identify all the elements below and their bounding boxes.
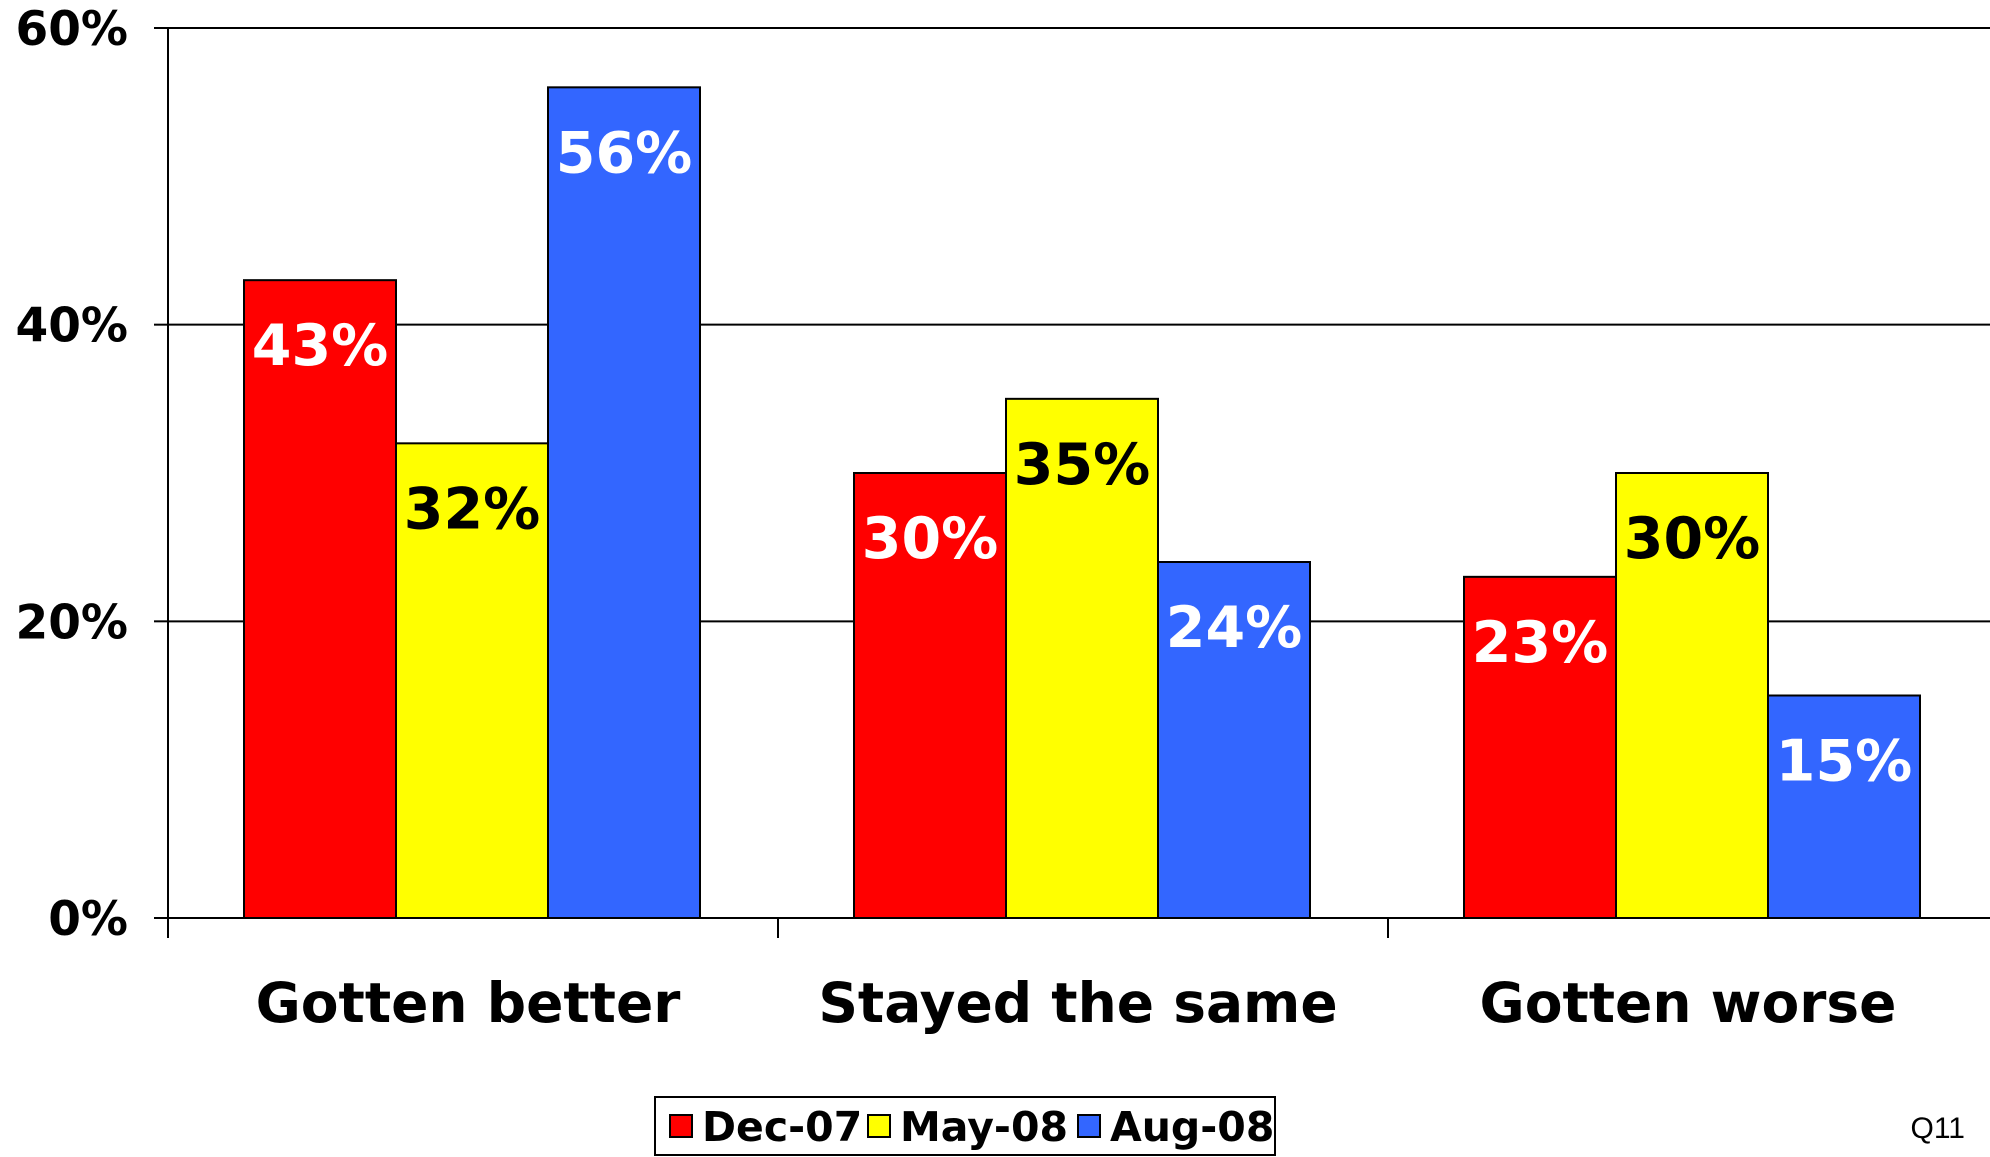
y-tick-labels: 0% 20% 40% 60% xyxy=(16,2,129,947)
x-category-labels: Gotten better Stayed the same Gotten worse xyxy=(256,971,1897,1035)
legend-label: Aug-08 xyxy=(1110,1103,1274,1151)
data-label: 15% xyxy=(1776,729,1912,795)
question-note: Q11 xyxy=(1911,1112,1965,1145)
y-tick-label: 40% xyxy=(16,299,129,354)
y-tick-label: 0% xyxy=(48,892,128,947)
x-category-label: Gotten better xyxy=(256,971,681,1035)
legend-label: May-08 xyxy=(900,1103,1068,1151)
legend-swatch xyxy=(868,1115,890,1137)
data-label: 35% xyxy=(1014,432,1150,498)
legend: Dec-07 May-08 Aug-08 xyxy=(655,1097,1275,1155)
data-label: 23% xyxy=(1472,610,1608,676)
data-label: 43% xyxy=(252,313,388,379)
data-label: 56% xyxy=(556,120,692,186)
y-tick-label: 60% xyxy=(16,2,129,57)
data-label: 30% xyxy=(862,506,998,572)
bar xyxy=(548,87,700,918)
data-label: 24% xyxy=(1166,595,1302,661)
legend-swatch xyxy=(670,1115,692,1137)
legend-swatch xyxy=(1078,1115,1100,1137)
data-label: 30% xyxy=(1624,506,1760,572)
x-category-label: Gotten worse xyxy=(1480,971,1897,1035)
y-tick-label: 20% xyxy=(16,595,129,650)
legend-label: Dec-07 xyxy=(702,1103,862,1151)
x-category-label: Stayed the same xyxy=(818,971,1337,1035)
data-label: 32% xyxy=(404,476,540,542)
